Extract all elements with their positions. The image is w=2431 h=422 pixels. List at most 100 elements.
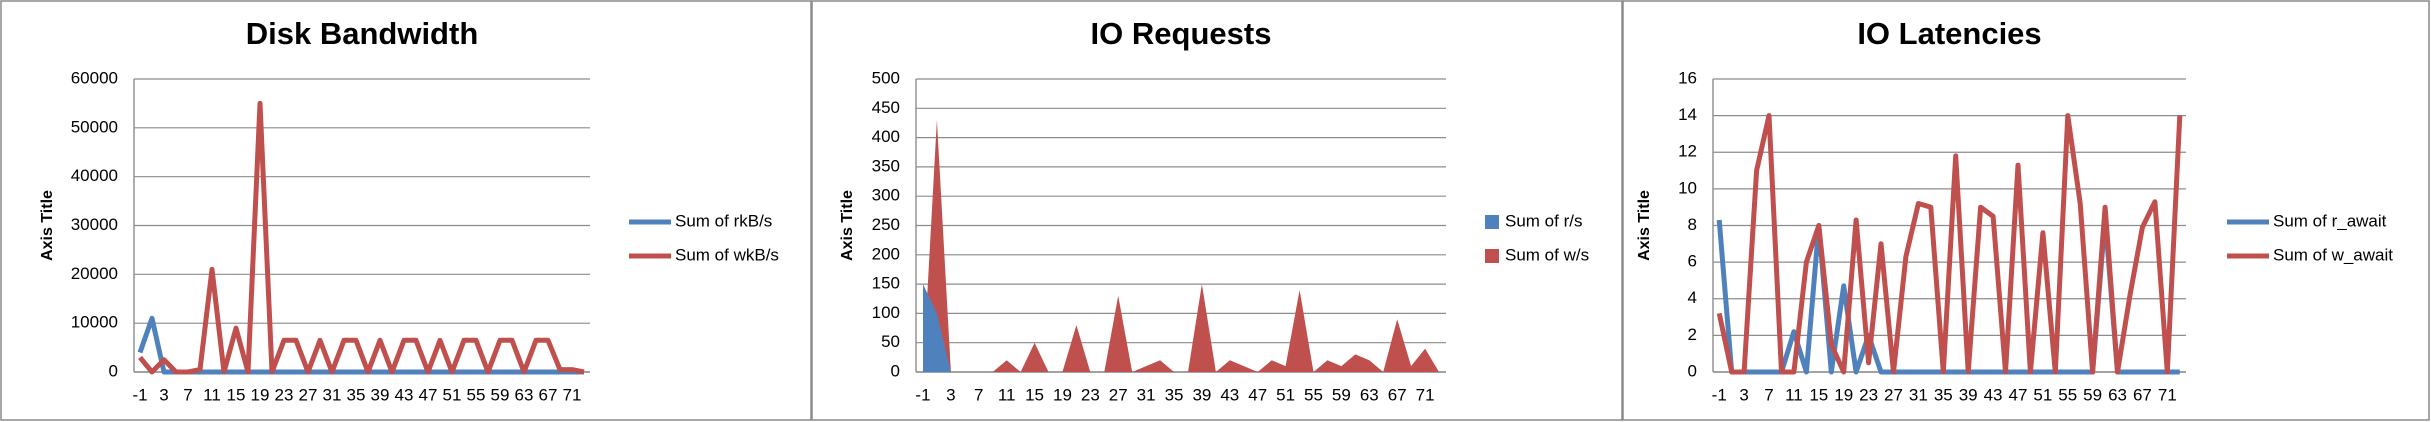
x-tick-label: 19 (1053, 385, 1072, 404)
x-tick-label: 3 (946, 385, 955, 404)
x-tick-label: 23 (1081, 385, 1100, 404)
y-tick-label: 400 (872, 127, 900, 146)
y-tick-label: 250 (872, 215, 900, 234)
x-tick-label: 51 (1276, 385, 1295, 404)
x-tick-label: 59 (491, 385, 510, 404)
y-tick-label: 50000 (71, 117, 118, 136)
x-tick-label: 51 (443, 385, 462, 404)
x-tick-label: -1 (915, 385, 930, 404)
x-tick-label: 7 (974, 385, 983, 404)
x-tick-label: 3 (1739, 385, 1748, 404)
x-tick-label: 71 (1416, 385, 1435, 404)
panel-frame (1622, 0, 2430, 421)
y-axis-title: Axis Title (39, 190, 56, 261)
y-tick-label: 30000 (71, 215, 118, 234)
series-line (137, 315, 584, 375)
chart-title: IO Latencies (1857, 16, 2041, 51)
legend-label: Sum of rkB/s (675, 211, 772, 230)
x-tick-label: 19 (1834, 385, 1853, 404)
series-line (138, 100, 585, 375)
x-tick-label: 7 (1764, 385, 1773, 404)
chart-panel: Disk Bandwidth Axis Title 0 10000 20000 30000… (0, 0, 812, 421)
y-tick-label: 100 (872, 303, 900, 322)
x-tick-label: 39 (371, 385, 390, 404)
y-tick-label: 14 (1678, 105, 1697, 124)
x-tick-label: 23 (275, 385, 294, 404)
y-tick-label: 0 (109, 361, 118, 380)
legend-label: Sum of w/s (1505, 245, 1589, 264)
legend-label: Sum of w_await (2273, 245, 2393, 264)
x-tick-label: 35 (1165, 385, 1184, 404)
y-tick-label: 16 (1678, 68, 1697, 87)
y-tick-label: 4 (1688, 288, 1697, 307)
y-tick-label: 2 (1688, 325, 1697, 344)
x-tick-label: 47 (1248, 385, 1267, 404)
y-tick-label: 8 (1688, 215, 1697, 234)
chart-panel: IO Requests Axis Title 0 50 100 150 200 250 300 3… (811, 0, 1623, 421)
x-tick-label: -1 (1712, 385, 1727, 404)
x-tick-label: 55 (2058, 385, 2077, 404)
x-tick-label: 15 (1025, 385, 1044, 404)
x-tick-label: 67 (1388, 385, 1407, 404)
chart-title: Disk Bandwidth (246, 16, 479, 51)
x-tick-label: -1 (132, 385, 147, 404)
x-tick-label: 23 (1859, 385, 1878, 404)
x-tick-label: 39 (1192, 385, 1211, 404)
x-tick-label: 31 (1137, 385, 1156, 404)
x-tick-label: 27 (1884, 385, 1903, 404)
x-tick-label: 51 (2033, 385, 2052, 404)
x-tick-label: 3 (159, 385, 168, 404)
x-tick-label: 71 (2158, 385, 2177, 404)
x-tick-label: 27 (299, 385, 318, 404)
y-tick-label: 450 (872, 98, 900, 117)
x-tick-label: 19 (251, 385, 270, 404)
x-tick-label: 11 (1785, 385, 1803, 404)
x-tick-label: 15 (227, 385, 246, 404)
x-tick-label: 43 (1220, 385, 1239, 404)
x-tick-label: 11 (203, 385, 221, 404)
x-tick-label: 47 (2008, 385, 2027, 404)
x-tick-label: 67 (2133, 385, 2152, 404)
y-axis-title: Axis Title (1636, 190, 1653, 261)
y-tick-label: 60000 (71, 68, 118, 87)
y-axis-title: Axis Title (839, 190, 856, 261)
legend-label: Sum of r_await (2273, 211, 2387, 230)
legend-label: Sum of wkB/s (675, 245, 779, 264)
y-tick-label: 20000 (71, 264, 118, 283)
x-tick-label: 59 (2083, 385, 2102, 404)
x-tick-label: 71 (563, 385, 582, 404)
panel-frame (0, 0, 812, 421)
x-tick-label: 15 (1809, 385, 1828, 404)
x-tick-label: 31 (1909, 385, 1928, 404)
y-tick-label: 12 (1678, 142, 1697, 161)
y-tick-label: 350 (872, 156, 900, 175)
y-tick-label: 0 (1688, 361, 1697, 380)
x-tick-label: 63 (1360, 385, 1379, 404)
x-tick-label: 43 (1984, 385, 2003, 404)
chart-title: IO Requests (1091, 16, 1272, 51)
x-tick-label: 7 (183, 385, 192, 404)
y-tick-label: 40000 (71, 166, 118, 185)
x-tick-label: 39 (1959, 385, 1978, 404)
y-tick-label: 50 (881, 332, 900, 351)
x-tick-label: 59 (1332, 385, 1351, 404)
x-tick-label: 63 (515, 385, 534, 404)
series-line (1716, 113, 2183, 375)
x-tick-label: 63 (2108, 385, 2127, 404)
y-tick-label: 10 (1678, 178, 1697, 197)
x-tick-label: 67 (539, 385, 558, 404)
x-tick-label: 31 (323, 385, 342, 404)
y-tick-label: 6 (1688, 252, 1697, 271)
x-tick-label: 43 (395, 385, 414, 404)
x-tick-label: 35 (347, 385, 366, 404)
y-tick-label: 500 (872, 68, 900, 87)
y-tick-label: 300 (872, 186, 900, 205)
y-tick-label: 200 (872, 244, 900, 263)
legend-swatch (1485, 215, 1499, 229)
x-tick-label: 11 (998, 385, 1016, 404)
x-tick-label: 47 (419, 385, 438, 404)
x-tick-label: 27 (1109, 385, 1128, 404)
y-tick-label: 10000 (71, 313, 118, 332)
